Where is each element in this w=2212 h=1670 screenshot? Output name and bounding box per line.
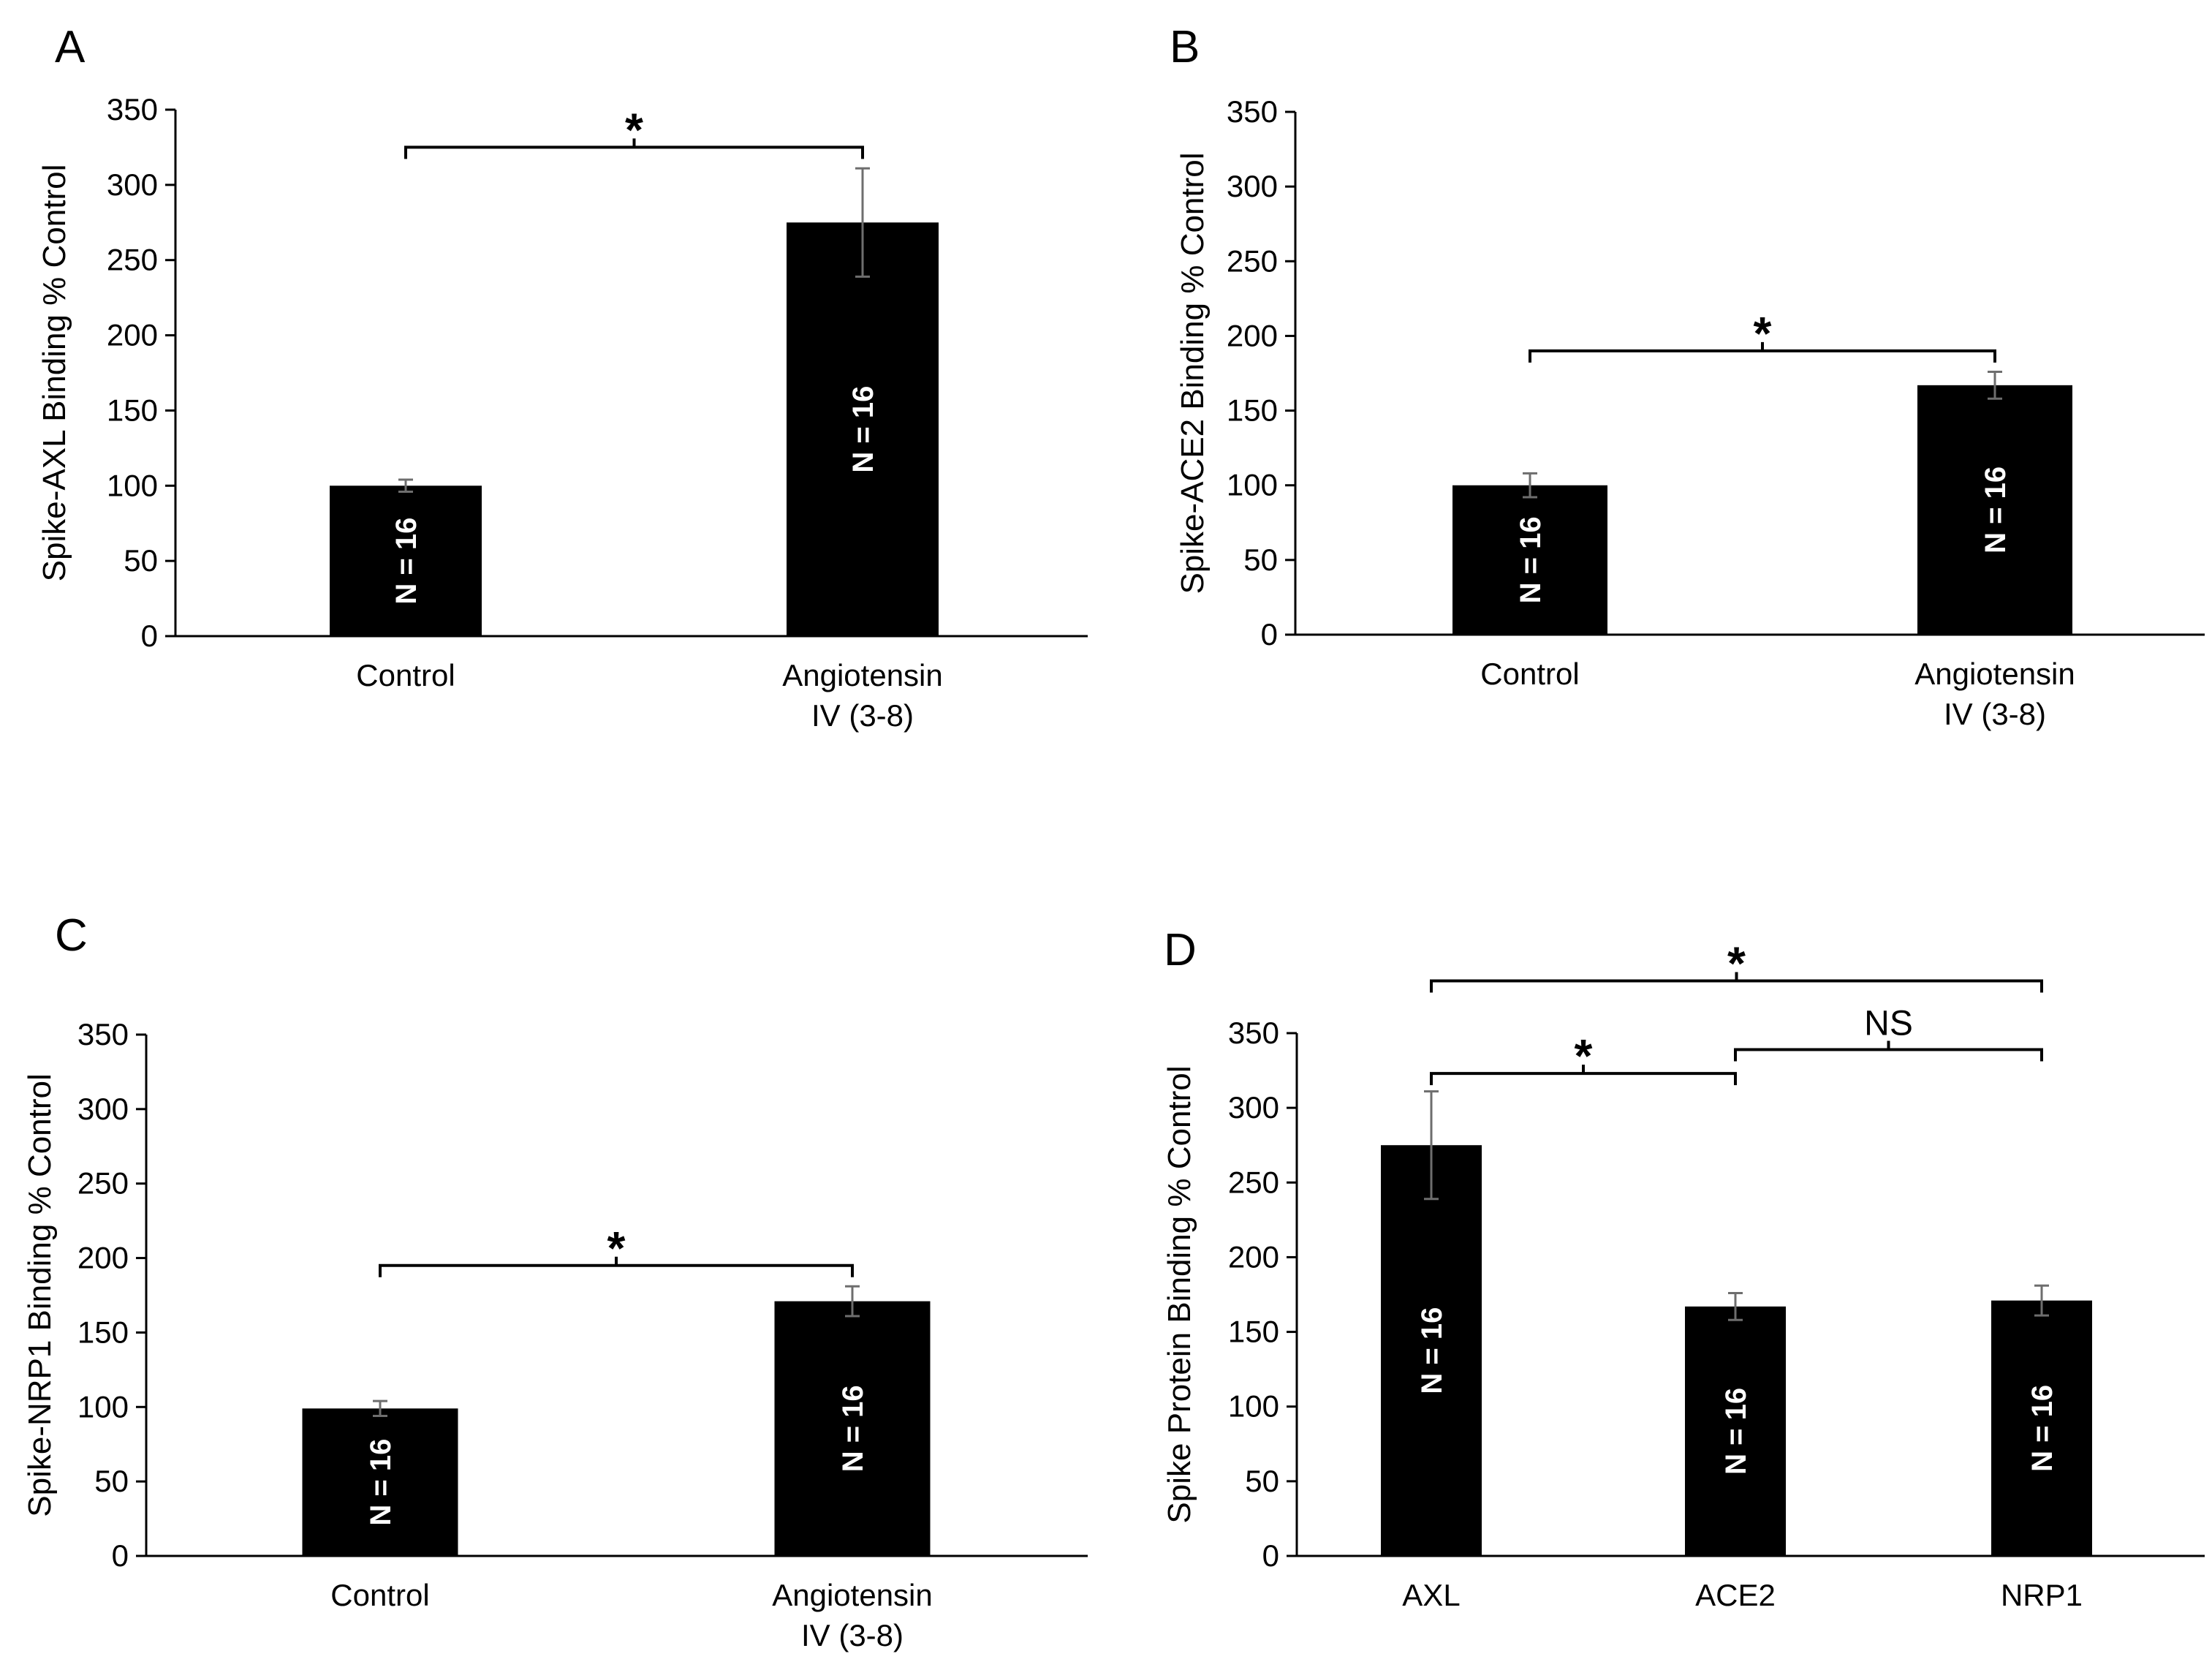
y-tick-label: 300 (77, 1092, 129, 1126)
bar-n-label: N = 16 (1980, 466, 2012, 553)
y-tick-label: 100 (1227, 468, 1278, 502)
bar (1452, 485, 1607, 635)
x-category-label: IV (3-8) (811, 698, 914, 733)
y-tick-label: 100 (77, 1389, 129, 1424)
panel-label: A (55, 22, 86, 72)
x-category-label: IV (3-8) (1944, 697, 2046, 731)
y-tick-label: 50 (94, 1464, 129, 1498)
bar-n-label: N = 16 (1416, 1307, 1448, 1394)
x-category-label: Angiotensin (1914, 657, 2075, 691)
y-tick-label: 200 (1228, 1239, 1279, 1274)
bar-n-label: N = 16 (365, 1439, 397, 1526)
y-tick-label: 0 (112, 1538, 129, 1573)
y-tick-label: 150 (77, 1315, 129, 1349)
y-tick-label: 50 (1245, 1464, 1279, 1498)
bar-n-label: N = 16 (847, 386, 879, 473)
y-tick-label: 350 (1227, 94, 1278, 129)
bar (1685, 1306, 1786, 1556)
bar (1917, 385, 2072, 635)
bar (774, 1301, 931, 1556)
significance-bracket (1430, 1065, 1737, 1086)
panel-a: A 0 50 100 150 200 250 300 350 Spike-AXL Binding … (37, 22, 1088, 733)
significance-bracket (1734, 1040, 2043, 1062)
significance-label: * (1727, 937, 1746, 990)
bar-n-label: N = 16 (390, 518, 423, 605)
y-tick-label: 250 (1228, 1165, 1279, 1199)
significance-bracket (1529, 341, 1996, 363)
y-tick-label: 200 (1227, 318, 1278, 352)
significance-bracket (1430, 972, 2043, 993)
significance-bracket (379, 1256, 854, 1277)
y-tick-label: 350 (77, 1017, 129, 1051)
x-category-label: Angiotensin (782, 658, 943, 692)
y-tick-label: 200 (77, 1241, 129, 1275)
y-tick-label: 150 (107, 393, 158, 427)
bar-n-label: N = 16 (837, 1385, 869, 1472)
significance-label: * (1754, 307, 1772, 360)
panel-label: B (1170, 22, 1200, 72)
y-tick-label: 0 (141, 619, 158, 653)
significance-label: * (625, 103, 643, 156)
y-tick-label: 200 (107, 318, 158, 352)
bar-n-label: N = 16 (1720, 1388, 1752, 1475)
y-axis-title: Spike-AXL Binding % Control (37, 165, 72, 582)
x-category-label: Angiotensin (772, 1578, 933, 1612)
y-tick-label: 100 (1228, 1389, 1279, 1424)
x-category-label: IV (3-8) (801, 1618, 904, 1652)
significance-label: * (607, 1222, 626, 1274)
x-category-label: AXL (1402, 1578, 1460, 1612)
y-tick-label: 350 (107, 92, 158, 126)
y-tick-label: 150 (1228, 1315, 1279, 1349)
panel-b: B 0 50 100 150 200 250 300 350 Spike-ACE2 Binding… (1170, 22, 2205, 731)
y-tick-label: 250 (107, 243, 158, 277)
significance-bracket (404, 138, 864, 159)
y-tick-label: 300 (1228, 1090, 1279, 1125)
y-axis-title: Spike Protein Binding % Control (1162, 1065, 1197, 1523)
y-tick-label: 300 (107, 167, 158, 202)
x-category-label: Control (330, 1578, 429, 1612)
y-tick-label: 0 (1261, 617, 1278, 651)
x-category-label: Control (1480, 657, 1579, 691)
panel-label: D (1164, 925, 1197, 975)
panel-c: C 0 50 100 150 200 250 300 350 Spike-NRP1 Binding… (22, 910, 1088, 1652)
y-tick-label: 250 (1227, 243, 1278, 278)
y-tick-label: 50 (124, 543, 158, 578)
y-tick-label: 150 (1227, 393, 1278, 428)
panel-label: C (55, 910, 88, 961)
significance-label: NS (1864, 1004, 1913, 1043)
x-category-label: ACE2 (1695, 1578, 1776, 1612)
y-axis-title: Spike-NRP1 Binding % Control (22, 1073, 58, 1517)
y-tick-label: 100 (107, 468, 158, 502)
bar (330, 485, 482, 636)
y-tick-label: 350 (1228, 1016, 1279, 1050)
bar (1381, 1145, 1482, 1556)
y-tick-label: 50 (1243, 543, 1278, 577)
panel-d: D 0 50 100 150 200 250 300 350 Spike Protein Bind… (1162, 925, 2205, 1612)
bar (302, 1408, 458, 1556)
bar (787, 222, 939, 636)
x-category-label: Control (356, 658, 455, 692)
significance-label: * (1575, 1029, 1593, 1082)
y-tick-label: 300 (1227, 169, 1278, 203)
bar-n-label: N = 16 (1515, 516, 1547, 603)
x-category-label: NRP1 (2001, 1578, 2083, 1612)
y-tick-label: 250 (77, 1166, 129, 1201)
y-tick-label: 0 (1262, 1538, 1279, 1573)
bar (1991, 1300, 2092, 1556)
bar-n-label: N = 16 (2026, 1385, 2058, 1472)
y-axis-title: Spike-ACE2 Binding % Control (1175, 152, 1211, 594)
